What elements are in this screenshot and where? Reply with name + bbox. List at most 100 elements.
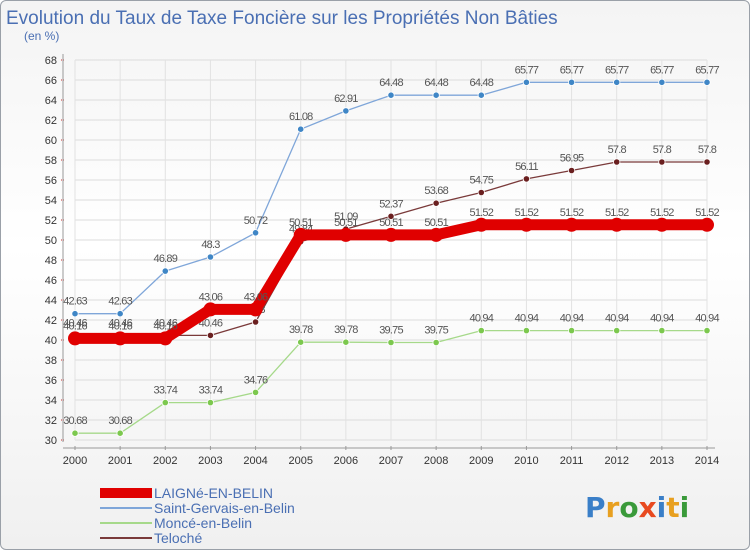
x-tick-label-2007: 2007 (379, 455, 403, 467)
data-point-Teloché-2012 (613, 158, 621, 166)
data-point-LAIGNé-EN-BELIN-2011 (564, 217, 579, 232)
proxiti-logo: Proxiti (585, 491, 689, 524)
data-label-Saint-Gervais-en-Belin-2004: 50.72 (244, 215, 268, 227)
data-label-Moncé-en-Belin-2009: 40.94 (470, 313, 494, 325)
series-Moncé-en-Belin: 30.68 30.68 33.74 33.74 34.76 39.78 39.78 39.75… (63, 313, 720, 437)
data-label-Teloché-2001: 40.46 (108, 317, 132, 329)
data-label-Moncé-en-Belin-2006: 39.78 (334, 324, 358, 336)
y-tick-label-42: 42 (45, 315, 57, 327)
chart-title: Evolution du Taux de Taxe Foncière sur l… (6, 8, 558, 29)
data-point-LAIGNé-EN-BELIN-2006 (338, 227, 353, 242)
logo-letter: o (619, 491, 638, 524)
data-point-LAIGNé-EN-BELIN-2001 (113, 331, 128, 346)
data-point-LAIGNé-EN-BELIN-2000 (68, 331, 82, 346)
legend-label-Teloché: Teloché (154, 530, 202, 546)
data-label-Saint-Gervais-en-Belin-2012: 65.77 (605, 64, 629, 76)
data-point-Saint-Gervais-en-Belin-2014 (703, 78, 711, 86)
logo-letter: P (585, 491, 606, 524)
data-label-LAIGNé-EN-BELIN-2005: 50.51 (289, 217, 313, 229)
data-point-LAIGNé-EN-BELIN-2014 (700, 217, 714, 232)
data-label-LAIGNé-EN-BELIN-2000: 40.16 (63, 320, 87, 332)
x-tick-label-2010: 2010 (514, 455, 538, 467)
data-point-LAIGNé-EN-BELIN-2003 (203, 302, 218, 317)
x-tick-label-2014: 2014 (695, 455, 719, 467)
data-label-Saint-Gervais-en-Belin-2005: 61.08 (289, 111, 313, 123)
data-label-LAIGNé-EN-BELIN-2011: 51.52 (560, 207, 584, 219)
data-label-Moncé-en-Belin-2007: 39.75 (379, 325, 403, 337)
x-tick-label-2002: 2002 (153, 455, 177, 467)
data-label-Moncé-en-Belin-2001: 30.68 (108, 415, 132, 427)
data-label-Saint-Gervais-en-Belin-2007: 64.48 (379, 77, 403, 89)
y-tick-label-44: 44 (45, 295, 57, 307)
data-label-LAIGNé-EN-BELIN-2008: 50.51 (424, 217, 448, 229)
y-tick-label-52: 52 (45, 215, 57, 227)
x-tick-label-2008: 2008 (424, 455, 448, 467)
data-point-Teloché-2008 (432, 199, 440, 207)
data-point-Teloché-2004 (251, 318, 260, 326)
data-label-Teloché-2012: 57.8 (608, 144, 627, 156)
logo-letter: i (680, 491, 690, 524)
axes: 30 32 34 36 38 40 42 44 46 48 50 52 54 56 58 60 62 64 66 68… (45, 54, 719, 467)
y-tick-label-68: 68 (45, 55, 57, 67)
x-tick-label-2012: 2012 (604, 455, 628, 467)
x-tick-label-2003: 2003 (198, 455, 222, 467)
y-tick-label-46: 46 (45, 275, 57, 287)
y-tick-label-60: 60 (45, 135, 57, 147)
data-label-LAIGNé-EN-BELIN-2014: 51.52 (695, 207, 719, 219)
data-label-Teloché-2003: 40.46 (199, 317, 223, 329)
data-point-LAIGNé-EN-BELIN-2002 (158, 331, 173, 346)
y-tick-label-64: 64 (45, 95, 57, 107)
data-label-Saint-Gervais-en-Belin-2006: 62.91 (334, 93, 358, 105)
data-label-Saint-Gervais-en-Belin-2000: 42.63 (63, 296, 87, 308)
series-Saint-Gervais-en-Belin: 42.63 42.63 46.89 48.3 50.72 61.08 62.91 64.48 6… (63, 64, 720, 318)
data-point-Moncé-en-Belin-2007 (387, 338, 395, 347)
data-label-Moncé-en-Belin-2010: 40.94 (515, 313, 539, 325)
series-LAIGNé-EN-BELIN: 40.16 40.16 40.16 43.06 43.06 50.51 50.51 50.51… (63, 207, 720, 346)
logo-letter: r (606, 491, 620, 524)
x-tick-label-2004: 2004 (243, 455, 267, 467)
data-label-Teloché-2002: 40.46 (154, 317, 178, 329)
logo-letter: i (657, 491, 667, 524)
data-point-Moncé-en-Belin-2009 (477, 326, 485, 335)
data-label-Moncé-en-Belin-2013: 40.94 (650, 313, 674, 325)
data-label-LAIGNé-EN-BELIN-2003: 43.06 (199, 291, 223, 303)
legend-label-Saint-Gervais-en-Belin: Saint-Gervais-en-Belin (154, 500, 295, 516)
data-point-Teloché-2013 (658, 158, 666, 166)
data-point-Moncé-en-Belin-2014 (703, 326, 711, 335)
data-point-Saint-Gervais-en-Belin-2004 (251, 229, 260, 237)
data-point-Saint-Gervais-en-Belin-2001 (116, 310, 124, 318)
y-tick-label-62: 62 (45, 115, 57, 127)
data-point-Saint-Gervais-en-Belin-2003 (206, 253, 215, 261)
y-tick-label-30: 30 (45, 435, 57, 447)
data-point-Teloché-2010 (522, 175, 531, 183)
logo-letter: t (666, 491, 679, 524)
data-point-LAIGNé-EN-BELIN-2007 (384, 227, 398, 242)
data-point-Moncé-en-Belin-2005 (297, 338, 305, 346)
data-point-Saint-Gervais-en-Belin-2008 (432, 91, 440, 99)
data-label-LAIGNé-EN-BELIN-2012: 51.52 (605, 207, 629, 219)
data-label-Moncé-en-Belin-2002: 33.74 (154, 385, 178, 397)
data-label-Moncé-en-Belin-2004: 34.76 (244, 374, 268, 386)
data-point-Moncé-en-Belin-2008 (432, 338, 440, 347)
data-label-LAIGNé-EN-BELIN-2009: 51.52 (470, 207, 494, 219)
data-point-Saint-Gervais-en-Belin-2005 (297, 125, 305, 133)
y-tick-label-54: 54 (45, 195, 57, 207)
data-point-LAIGNé-EN-BELIN-2005 (293, 227, 308, 242)
data-label-Saint-Gervais-en-Belin-2002: 46.89 (154, 253, 178, 265)
data-point-LAIGNé-EN-BELIN-2013 (654, 217, 669, 232)
data-point-Saint-Gervais-en-Belin-2002 (161, 267, 169, 275)
data-label-Saint-Gervais-en-Belin-2013: 65.77 (650, 64, 674, 76)
data-point-Teloché-2007 (387, 212, 395, 220)
y-tick-label-48: 48 (45, 255, 57, 267)
data-label-Teloché-2000: 40.46 (63, 317, 87, 329)
x-tick-label-2009: 2009 (469, 455, 493, 467)
grid (74, 59, 708, 441)
data-label-Teloché-2011: 56.95 (560, 153, 584, 165)
data-point-Moncé-en-Belin-2013 (658, 326, 666, 335)
data-label-Teloché-2006: 51.09 (334, 211, 358, 223)
data-label-Moncé-en-Belin-2011: 40.94 (560, 313, 584, 325)
data-point-Moncé-en-Belin-2002 (161, 398, 169, 407)
data-point-Saint-Gervais-en-Belin-2010 (522, 78, 531, 86)
data-point-Teloché-2009 (477, 188, 485, 197)
